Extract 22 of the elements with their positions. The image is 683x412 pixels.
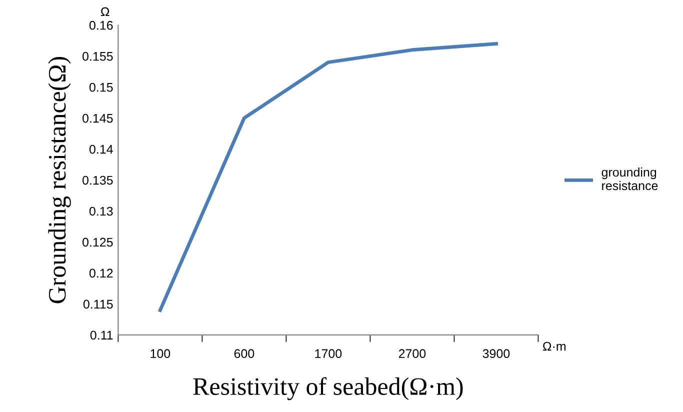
line-series: [158, 42, 498, 312]
y-tick-label: 0.14: [89, 144, 113, 154]
x-axis-title: Resistivity of seabed(Ω·m): [193, 377, 463, 400]
x-tick-label: 3900: [482, 349, 510, 358]
y-tick-label: 0.11: [90, 330, 113, 340]
y-tick-label: 0.15: [89, 82, 113, 92]
y-tick-label: 0.155: [82, 52, 113, 61]
x-tick-label: 100: [150, 349, 170, 358]
text: Ω: [100, 7, 110, 16]
text: Ω·m: [542, 342, 566, 351]
y-tick-label: 0.125: [82, 238, 113, 247]
x-tick-label: 600: [234, 349, 254, 358]
y-tick-label: 0.145: [82, 114, 113, 123]
y-tick-label: 0.115: [83, 300, 113, 309]
y-tick-label: 0.13: [89, 206, 113, 216]
y-axis-title: Grounding resistance(Ω): [48, 56, 71, 304]
y-tick-label: 0.16: [89, 20, 113, 30]
x-tick-label: 1700: [315, 349, 342, 358]
y-tick-label: 0.12: [89, 268, 113, 278]
y-tick-label: 0.135: [82, 176, 113, 185]
legend-label: grounding resistance: [602, 167, 658, 190]
x-tick-label: 2700: [398, 349, 426, 358]
